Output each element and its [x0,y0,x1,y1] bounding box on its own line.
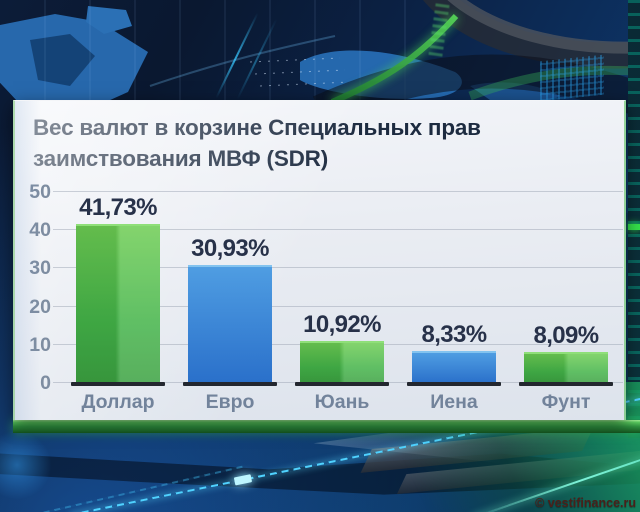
plot-area: 0 10 20 30 40 50 41,73% Доллар 30,93% Евро 10,92% Ю… [29,181,623,413]
gridline-30 [53,267,623,269]
bar-base-strip [183,382,277,386]
gridline-20 [53,305,623,307]
bar-base-strip [519,382,613,386]
panel-bottom-green-bar [13,420,640,433]
bar-base-strip [407,382,501,386]
bar-value-label: 8,09% [533,322,599,350]
y-axis-tick-label: 10 [29,333,51,356]
y-axis-tick-label: 50 [29,181,51,203]
x-axis-category-label: Фунт [541,391,591,413]
bar-value-label: 30,93% [191,234,269,262]
background-ticker-strip [628,0,640,438]
bar-base-strip [295,382,389,386]
bar [407,351,501,386]
ticker-highlight-dash [628,224,640,230]
gridline-50 [53,191,623,192]
gridline-40 [53,229,623,231]
bar-value-label: 41,73% [79,193,157,221]
bar-base-strip [71,382,165,386]
chart-title-line1: Вес валют в корзине Специальных прав [33,115,481,140]
x-axis-category-label: Юань [314,391,370,413]
chart-title-line2: заимствования МВФ (SDR) [33,146,329,171]
chart-title: Вес валют в корзине Специальных прав заи… [15,101,624,174]
bar [71,223,165,386]
bar [295,341,389,386]
x-axis-category-label: Доллар [81,391,155,413]
bar-group: 8,33% Иена [407,192,501,413]
y-axis-tick-label: 30 [29,257,51,280]
bars-row: 41,73% Доллар 30,93% Евро 10,92% Юань 8,33% Иен… [71,192,613,413]
y-axis-tick-label: 40 [29,219,51,242]
bar [519,352,613,386]
bar-group: 8,09% Фунт [519,192,613,413]
bar-group: 41,73% Доллар [71,192,165,413]
bar-group: 30,93% Евро [183,192,277,413]
background-dot-matrix [540,54,604,102]
copyright-watermark: © vestifinance.ru [535,496,636,510]
bar-value-label: 10,92% [303,311,381,339]
x-axis-category-label: Евро [205,391,255,413]
x-axis-category-label: Иена [430,391,478,413]
y-axis-tick-label: 20 [29,295,51,318]
chart-panel: Вес валют в корзине Специальных прав заи… [13,100,626,420]
bar [183,264,277,386]
bar-group: 10,92% Юань [295,192,389,413]
bar-value-label: 8,33% [421,321,487,349]
y-axis-tick-label: 0 [40,372,51,394]
